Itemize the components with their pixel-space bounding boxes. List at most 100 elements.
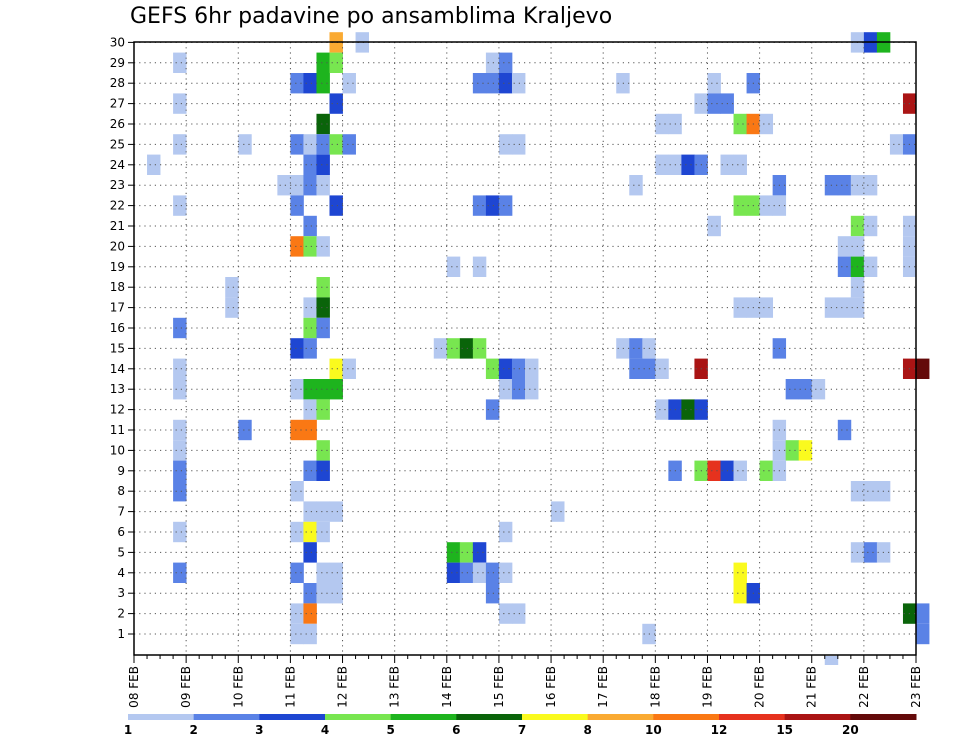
heatmap-cell [173, 562, 187, 583]
heatmap-cell [551, 501, 565, 522]
heatmap-cell [303, 542, 317, 563]
heatmap-cell [316, 297, 330, 318]
x-tick-label: 08 FEB [127, 666, 141, 708]
legend-label: 10 [645, 723, 662, 737]
heatmap-cell [238, 134, 252, 155]
heatmap-cell [681, 154, 695, 175]
heatmap-cell [485, 358, 500, 379]
x-tick-label: 12 FEB [336, 666, 350, 708]
heatmap-cell [733, 195, 747, 216]
heatmap-cell [173, 460, 187, 481]
heatmap-cell [655, 399, 669, 420]
y-tick-label: 2 [117, 607, 125, 621]
heatmap-cell [733, 297, 747, 318]
y-tick-label: 26 [110, 117, 125, 131]
legend-swatch [587, 714, 654, 720]
heatmap-cell [863, 256, 878, 277]
y-tick-label: 17 [110, 301, 125, 315]
heatmap-cell [707, 215, 721, 237]
heatmap-cell [498, 562, 513, 583]
gridlines [134, 41, 916, 655]
y-tick-label: 1 [117, 627, 125, 641]
heatmap-cell [916, 358, 930, 379]
y-tick-label: 28 [110, 76, 125, 90]
heatmap-cell [707, 460, 721, 481]
heatmap-cell [290, 603, 304, 624]
heatmap-cell [446, 542, 461, 563]
y-tick-label: 7 [117, 505, 125, 519]
legend-label: 15 [776, 723, 793, 737]
heatmap-cell [837, 419, 852, 441]
heatmap-cell [446, 338, 461, 359]
legend-swatch [259, 714, 326, 720]
heatmap-cell [173, 419, 187, 441]
heatmap-cell [316, 521, 330, 543]
x-tick-label: 19 FEB [700, 666, 714, 708]
y-tick-label: 10 [110, 443, 125, 457]
x-tick-label: 22 FEB [857, 666, 871, 708]
heatmap-cell [173, 440, 187, 461]
legend-swatch [456, 714, 523, 720]
heatmap-cell [303, 175, 317, 196]
heatmap-cell [472, 195, 487, 216]
legend-label: 5 [386, 723, 394, 737]
heatmap-cell [316, 460, 330, 481]
heatmap-cell [785, 440, 800, 461]
heatmap-cell [290, 419, 304, 441]
heatmap-cell [681, 399, 695, 420]
heatmap-cell [290, 562, 304, 583]
heatmap-cell [498, 52, 513, 73]
heatmap-cell [316, 175, 330, 196]
heatmap-cell [316, 277, 330, 298]
heatmap-cell [511, 73, 526, 94]
heatmap-cell [916, 623, 930, 645]
y-tick-label: 23 [110, 178, 125, 192]
heatmap-cell [837, 236, 852, 257]
y-tick-label: 13 [110, 382, 125, 396]
heatmap-cell [173, 521, 187, 543]
y-tick-label: 25 [110, 137, 125, 151]
heatmap-cell [863, 542, 878, 563]
x-tick-label: 11 FEB [283, 666, 297, 708]
x-tick-label: 23 FEB [909, 666, 923, 708]
heatmap-cell [173, 358, 187, 379]
y-tick-label: 21 [110, 219, 125, 233]
y-tick-label: 27 [110, 97, 125, 111]
legend-label: 3 [255, 723, 263, 737]
heatmap-cell [485, 399, 500, 420]
heatmap-cell [446, 562, 461, 583]
color-legend: 1 2 3 4 5 6 7 8 10 12 15 20 [124, 714, 917, 737]
x-axis: 08 FEB 09 FEB 10 FEB 11 FEB 12 FEB 13 FEB 14 F… [127, 655, 923, 708]
heatmap-cell [303, 134, 317, 155]
heatmap-cell [303, 297, 317, 318]
legend-label: 7 [518, 723, 526, 737]
heatmap-cell [759, 113, 774, 135]
heatmap-cell [472, 542, 487, 563]
legend-swatch [653, 714, 720, 720]
heatmap-cell [290, 175, 304, 196]
heatmap-cell [655, 358, 669, 379]
heatmap-cell [863, 175, 878, 196]
heatmap-cell [303, 603, 317, 624]
heatmap-cell [316, 236, 330, 257]
heatmap-cell [290, 481, 304, 502]
heatmap-cell [290, 236, 304, 257]
heatmap-cell [785, 379, 800, 400]
heatmap-cell [290, 521, 304, 543]
heatmap-cell [225, 297, 239, 318]
x-tick-label: 21 FEB [805, 666, 819, 708]
y-axis: 1234567891011121314151617181920212223242… [110, 35, 134, 641]
x-tick-label: 09 FEB [179, 666, 193, 708]
heatmap-cell [459, 562, 474, 583]
y-tick-label: 30 [110, 35, 125, 49]
y-tick-label: 29 [110, 56, 125, 70]
legend-swatch [784, 714, 851, 720]
heatmap-cell [173, 379, 187, 400]
heatmap-cell [303, 338, 317, 359]
y-tick-label: 3 [117, 586, 125, 600]
y-tick-label: 4 [117, 566, 125, 580]
heatmap-cell [459, 542, 474, 563]
heatmap-cell [303, 521, 317, 543]
heatmap-cell [303, 583, 317, 604]
x-tick-label: 18 FEB [648, 666, 662, 708]
